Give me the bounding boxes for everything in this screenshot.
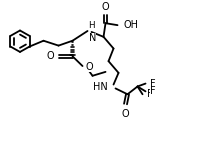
Text: O: O	[47, 51, 54, 61]
Text: F: F	[149, 79, 155, 89]
Text: N: N	[89, 33, 96, 43]
Text: O: O	[122, 109, 129, 119]
Text: F: F	[149, 86, 155, 96]
Text: O: O	[102, 2, 109, 11]
Text: H: H	[89, 21, 95, 30]
Text: HN: HN	[93, 83, 107, 92]
Text: F: F	[146, 89, 152, 99]
Text: O: O	[85, 62, 93, 72]
Text: OH: OH	[124, 20, 138, 30]
